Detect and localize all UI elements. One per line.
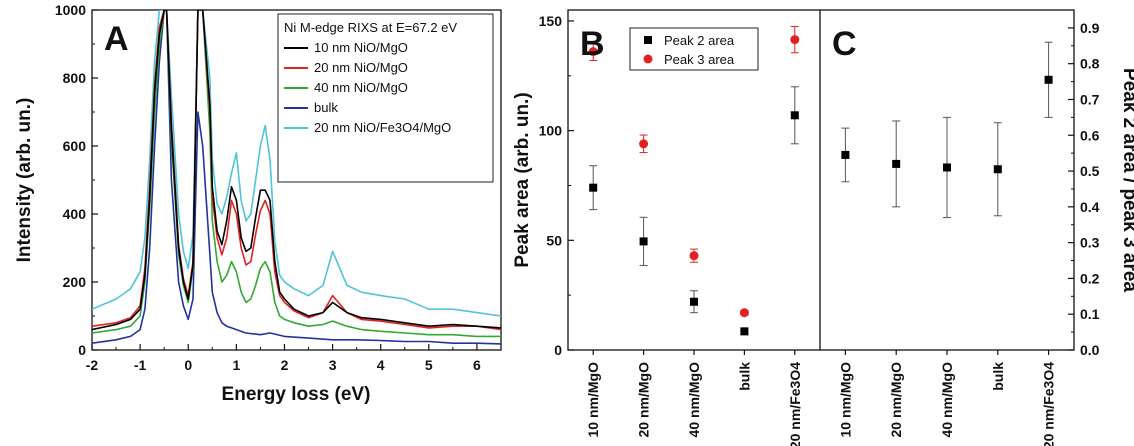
panel-c-point-square <box>993 165 1002 174</box>
panel-c-y-tick-label: 0.8 <box>1080 56 1100 72</box>
panel-a: 0 200 400 600 800 1000 -2 -1 0 1 2 3 4 5 6 A Ni M-edg… <box>14 2 502 405</box>
panel-b-y-axis-title: Peak area (arb. un.) <box>512 92 533 267</box>
panel-b-category-label: 20 nm/Fe3O4 <box>787 362 803 446</box>
panel-a-y-axis-title: Intensity (arb. un.) <box>14 98 35 263</box>
panel-a-y-ticks: 0 200 400 600 800 1000 <box>55 2 98 358</box>
panel-a-x-ticks: -2 -1 0 1 2 3 4 5 6 <box>86 344 502 373</box>
panel-a-legend-label: 10 nm NiO/MgO <box>314 40 408 55</box>
panel-c-y-ticks: 0.0 0.1 0.2 0.3 0.4 0.5 0.6 0.7 0.8 0.9 <box>1068 20 1100 358</box>
panel-a-x-tick-label: 0 <box>184 357 192 373</box>
panel-c-y-tick-label: 0.5 <box>1080 163 1100 179</box>
panel-b-point-square <box>740 327 749 336</box>
panel-b-legend-marker <box>644 36 652 44</box>
panel-a-y-tick-label: 400 <box>63 206 87 222</box>
panel-c-category-label: 20 nm/MgO <box>888 362 904 438</box>
panel-b-legend-label: Peak 2 area <box>664 33 735 48</box>
panel-b-y-tick-label: 50 <box>546 232 562 248</box>
panel-c-y-tick-label: 0.7 <box>1080 91 1100 107</box>
panel-c-point-square <box>841 150 850 159</box>
panel-b-point-circle <box>588 47 598 57</box>
panel-b-category-labels: 10 nm/MgO 20 nm/MgO 40 nm/MgO bulk 20 nm/Fe3… <box>585 350 803 446</box>
panel-c-point-square <box>943 163 951 172</box>
panel-a-x-tick-label: -1 <box>134 357 147 373</box>
panel-a-series-line <box>92 10 501 345</box>
panel-c-y-axis-title: Peak 2 area / peak 3 area <box>1119 68 1134 292</box>
panel-c-y-tick-label: 0.2 <box>1080 270 1100 286</box>
panel-b-category-label: 40 nm/MgO <box>686 362 702 438</box>
panel-a-x-tick-label: 6 <box>473 357 481 373</box>
panel-a-y-tick-label: 0 <box>78 342 86 358</box>
panel-a-legend-label: bulk <box>314 100 338 115</box>
panel-a-legend: Ni M-edge RIXS at E=67.2 eV 10 nm NiO/Mg… <box>277 13 494 183</box>
panel-b-legend-items: Peak 2 area Peak 3 area <box>643 33 735 67</box>
panel-bc-plot-frame <box>567 9 1075 351</box>
panel-b-legend-label: Peak 3 area <box>664 52 735 67</box>
panel-a-legend-box <box>277 13 494 183</box>
panel-a-y-tick-label: 800 <box>63 70 87 86</box>
panel-b-y-ticks: 0 50 100 150 <box>539 13 574 358</box>
panel-c-y-tick-label: 0.1 <box>1080 306 1100 322</box>
panel-a-x-tick-label: 2 <box>281 357 289 373</box>
panel-c-category-label: 40 nm/MgO <box>939 362 955 438</box>
panel-a-legend-title: Ni M-edge RIXS at E=67.2 eV <box>284 20 457 35</box>
panel-a-x-tick-label: 3 <box>329 357 337 373</box>
panel-a-legend-label: 40 nm NiO/MgO <box>314 80 408 95</box>
panel-b-point-circle <box>790 35 800 45</box>
panel-a-legend-label: 20 nm NiO/Fe3O4/MgO <box>314 120 451 135</box>
panel-bc: 0 50 100 150 0.0 0.1 0.2 0.3 0.4 0.5 0.6 0.7 0.8 0.9… <box>512 9 1134 446</box>
panel-a-y-tick-label: 200 <box>63 274 87 290</box>
panel-b-point-circle <box>639 139 649 149</box>
panel-a-legend-items: 10 nm NiO/MgO 20 nm NiO/MgO 40 nm NiO/MgO b… <box>284 40 451 135</box>
panel-a-x-axis-title: Energy loss (eV) <box>222 384 371 405</box>
panel-b-point-square <box>690 297 698 306</box>
panel-b-legend: Peak 2 area Peak 3 area <box>629 27 759 71</box>
panel-a-x-tick-label: 4 <box>377 357 385 373</box>
panel-a-series-line <box>92 10 501 331</box>
panel-c-category-labels: 10 nm/MgO 20 nm/MgO 40 nm/MgO bulk 20 nm/Fe3… <box>837 350 1057 446</box>
panel-a-letter: A <box>104 20 129 58</box>
panel-b-legend-marker <box>643 54 653 64</box>
panel-c-y-tick-label: 0.3 <box>1080 235 1100 251</box>
panel-b-category-label: 20 nm/MgO <box>636 362 652 438</box>
panel-b-y-tick-label: 0 <box>554 342 562 358</box>
panel-b-point-square <box>639 237 648 246</box>
panel-a-y-tick-label: 1000 <box>55 2 86 18</box>
panel-a-series <box>92 10 501 345</box>
panel-c-category-label: 20 nm/Fe3O4 <box>1041 362 1057 446</box>
panel-a-legend-label: 20 nm NiO/MgO <box>314 60 408 75</box>
panel-c-y-tick-label: 0.4 <box>1080 199 1100 215</box>
panel-c-point-square <box>892 159 901 168</box>
panel-b-point-circle <box>689 251 699 261</box>
panel-b-y-tick-label: 100 <box>539 123 563 139</box>
panel-a-x-tick-label: 1 <box>232 357 240 373</box>
panel-c-letter: C <box>832 25 857 63</box>
panel-b-category-label: bulk <box>736 362 752 391</box>
panel-c-y-tick-label: 0.9 <box>1080 20 1100 36</box>
panel-b-point-square <box>790 111 799 120</box>
panel-c-y-tick-label: 0.0 <box>1080 342 1100 358</box>
panel-a-x-tick-label: -2 <box>86 357 99 373</box>
panel-b-point-circle <box>739 308 749 318</box>
panel-a-series-line <box>92 10 501 338</box>
panel-a-y-tick-label: 600 <box>63 138 87 154</box>
panel-a-series-line <box>92 10 501 317</box>
panel-b-y-tick-label: 150 <box>539 13 563 29</box>
panel-b-legend-box <box>629 27 759 71</box>
panel-b-point-square <box>589 183 598 192</box>
panel-c-series <box>841 41 1053 219</box>
panel-b-letter: B <box>580 25 605 63</box>
panel-b-category-label: 10 nm/MgO <box>585 362 601 438</box>
panel-b-series <box>588 25 800 336</box>
panel-a-x-tick-label: 5 <box>425 357 433 373</box>
panel-c-point-square <box>1044 75 1053 84</box>
panel-c-y-tick-label: 0.6 <box>1080 127 1100 143</box>
panel-c-category-label: bulk <box>990 362 1006 391</box>
panel-c-category-label: 10 nm/MgO <box>837 362 853 438</box>
